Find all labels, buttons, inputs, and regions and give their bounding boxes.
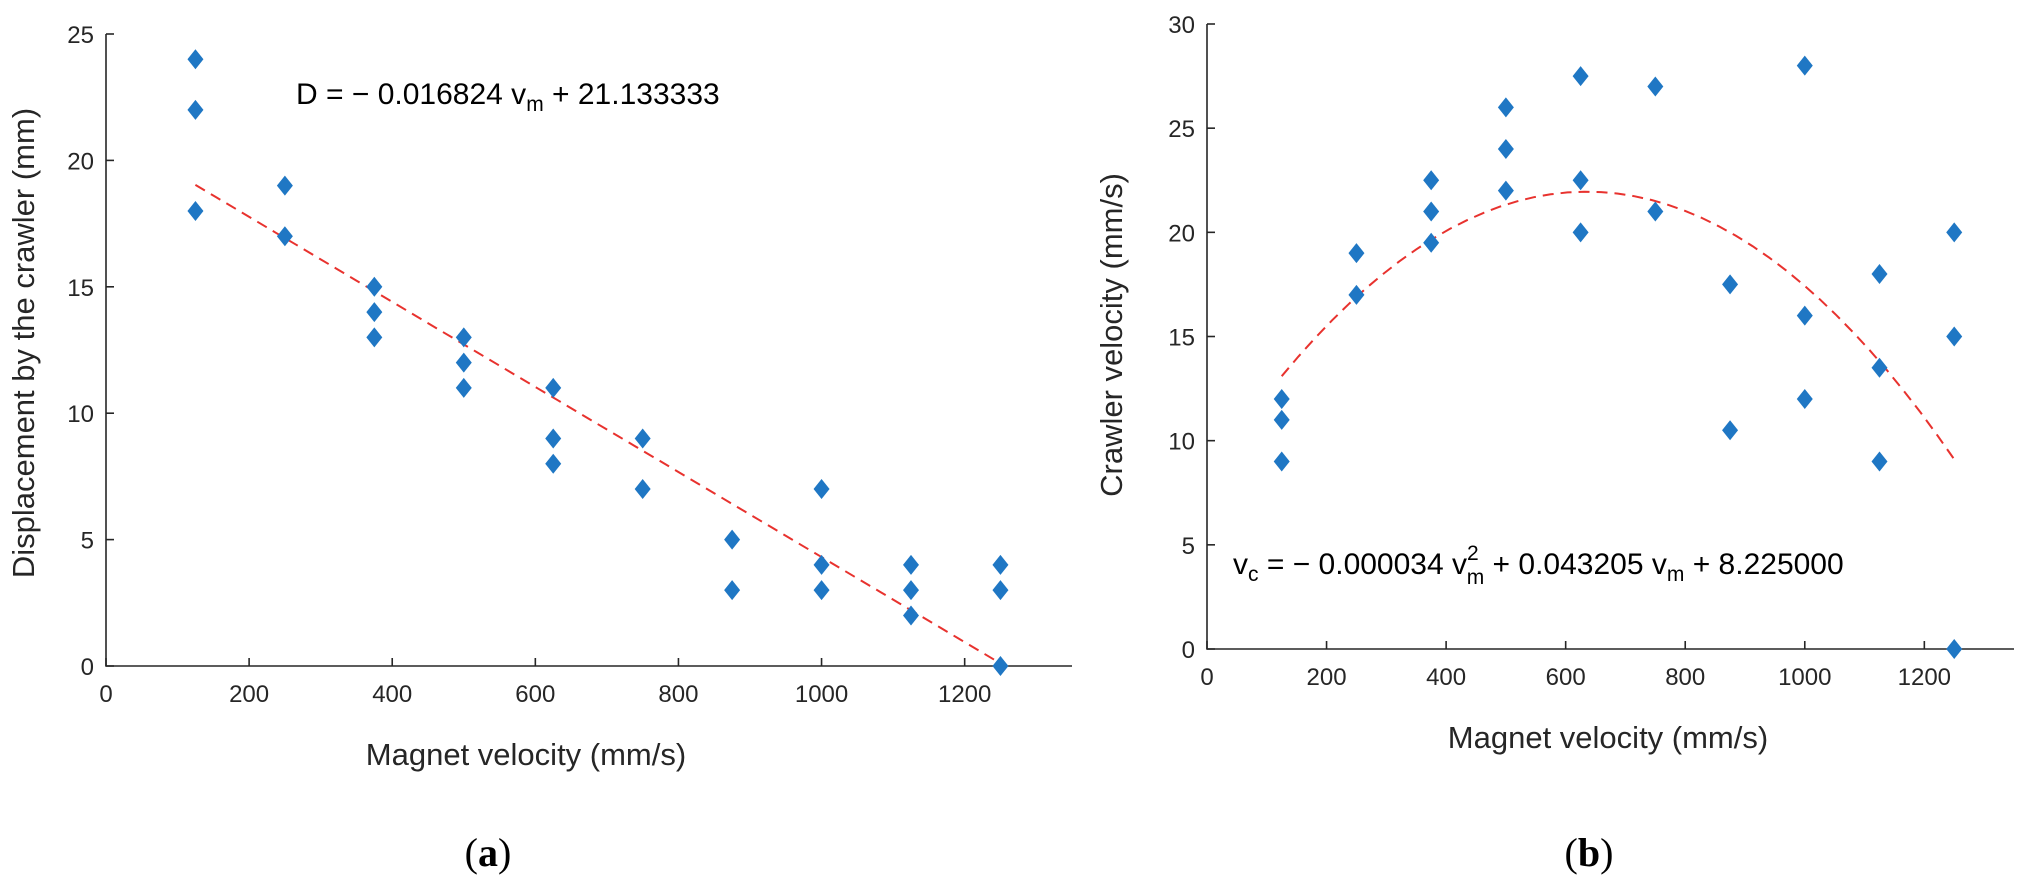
chart-a-y-tick-label: 20 — [67, 148, 94, 175]
chart-b-data-point — [1273, 409, 1290, 430]
chart-b-y-axis-label: Crawler velocity (mm/s) — [1094, 173, 1129, 497]
chart-a-data-point — [276, 175, 293, 196]
chart-b-data-point — [1796, 389, 1813, 409]
chart-a-data-point — [187, 99, 204, 120]
chart-b-data-point — [1871, 264, 1888, 284]
chart-b-x-tick-label: 600 — [1546, 664, 1586, 691]
chart-a-fit-line — [194, 184, 1001, 665]
chart-a-data-point — [366, 276, 383, 297]
chart-b-y-tick-label: 15 — [1168, 325, 1195, 352]
chart-a-data-point — [992, 554, 1009, 575]
chart-a-data-point — [903, 554, 919, 575]
chart-a-y-tick-label: 10 — [67, 401, 94, 428]
chart-b-data-point — [1273, 451, 1290, 472]
chart-a-data-point — [455, 352, 472, 373]
chart-b-data-point — [1722, 420, 1739, 441]
chart-a-data-point — [366, 302, 383, 323]
chart-a-data-point — [813, 554, 830, 575]
chart-b-marks: 0 200 400 600 800 1000 1200 0 5 10 15 20 25 30 — [1168, 12, 2014, 691]
chart-a: 0 200 400 600 800 1000 1200 0 5 10 15 20 25 Magnet v… — [6, 22, 1072, 875]
chart-a-data-point — [545, 428, 562, 449]
chart-a-marks: 0 200 400 600 800 1000 1200 0 5 10 15 20 25 — [67, 22, 1072, 708]
chart-b-data-point — [1348, 284, 1365, 305]
chart-a-x-tick-label: 0 — [99, 681, 112, 708]
chart-b-y-tick-label: 5 — [1182, 533, 1195, 560]
chart-a-y-tick-label: 0 — [81, 654, 94, 681]
chart-a-data-point — [366, 327, 383, 348]
chart-b-data-point — [1348, 243, 1365, 264]
chart-b-y-tick-label: 20 — [1168, 220, 1195, 247]
panel-label-b: (b) — [1565, 830, 1614, 875]
chart-b-data-point — [1946, 639, 1963, 659]
chart-a-data-point — [903, 605, 919, 626]
chart-b-data-point — [1273, 389, 1290, 409]
chart-b-data-point — [1796, 305, 1813, 326]
chart-a-y-tick-label: 5 — [81, 528, 94, 555]
chart-a-data-point — [187, 200, 204, 221]
chart-b-data-point — [1497, 97, 1514, 118]
panel-label-a: (a) — [465, 830, 512, 875]
chart-a-data-point — [455, 327, 472, 348]
chart-a-x-tick-label: 400 — [372, 681, 412, 708]
chart-a-x-tick-label: 600 — [515, 681, 555, 708]
chart-b-data-point — [1647, 201, 1664, 222]
chart-a-data-point — [724, 529, 741, 550]
chart-a-data-point — [634, 479, 651, 500]
chart-a-axes — [105, 34, 1072, 667]
chart-b-data-point — [1497, 139, 1514, 159]
chart-b-data-point — [1423, 170, 1440, 191]
chart-b-y-tick-label: 10 — [1168, 429, 1195, 456]
chart-b-x-tick-label: 0 — [1200, 664, 1213, 691]
chart-a-data-point — [992, 656, 1009, 676]
chart-b-data-point — [1796, 55, 1813, 76]
chart-b-x-axis-label: Magnet velocity (mm/s) — [1448, 720, 1768, 755]
chart-a-data-point — [545, 377, 562, 398]
chart-b-x-tick-label: 400 — [1426, 664, 1466, 691]
chart-b-data-point — [1647, 76, 1664, 97]
chart-b-fit-equation: vc = − 0.000034 v2 m + 0.043205 vm + 8.22… — [1233, 542, 1844, 589]
chart-a-data-point — [276, 226, 293, 247]
chart-b-y-tick-label: 25 — [1168, 116, 1195, 143]
chart-a-x-tick-label: 1000 — [795, 681, 848, 708]
chart-a-data-point — [903, 580, 919, 601]
chart-a-data-point — [634, 428, 651, 449]
chart-b-data-point — [1572, 170, 1589, 191]
chart-a-x-tick-label: 200 — [229, 681, 269, 708]
chart-a-data-point — [455, 377, 472, 398]
chart-b-y-tick-label: 0 — [1182, 637, 1195, 664]
chart-a-fit-equation: D = − 0.016824 vm + 21.133333 — [296, 78, 720, 116]
chart-b-data-point — [1871, 357, 1888, 378]
chart-a-x-tick-label: 1200 — [938, 681, 991, 708]
chart-a-data-point — [813, 580, 830, 601]
chart-a-data-point — [724, 580, 741, 601]
chart-a-x-axis-label: Magnet velocity (mm/s) — [366, 737, 686, 772]
chart-b-data-point — [1722, 274, 1739, 295]
chart-b-x-tick-label: 1200 — [1898, 664, 1951, 691]
chart-b-data-point — [1497, 180, 1514, 201]
chart-a-y-axis-label: Displacement by the crawler (mm) — [6, 108, 41, 578]
chart-a-data-point — [813, 479, 830, 500]
chart-a-data-point — [992, 580, 1009, 601]
chart-b-x-tick-label: 800 — [1665, 664, 1705, 691]
chart-b-data-point — [1423, 232, 1440, 253]
chart-b-data-point — [1423, 201, 1440, 222]
chart-a-data-point — [187, 49, 204, 70]
chart-b-fit-line — [1280, 190, 1956, 460]
chart-a-y-tick-label: 15 — [67, 275, 94, 302]
chart-b: 0 200 400 600 800 1000 1200 0 5 10 15 20 25 30 Magnet… — [1094, 12, 2014, 875]
chart-b-y-tick-label: 30 — [1168, 12, 1195, 39]
chart-b-x-tick-label: 200 — [1307, 664, 1347, 691]
chart-a-y-tick-label: 25 — [67, 22, 94, 49]
chart-a-x-tick-label: 800 — [658, 681, 698, 708]
chart-a-data-point — [545, 453, 562, 474]
chart-b-data-point — [1572, 66, 1589, 87]
chart-b-x-tick-label: 1000 — [1778, 664, 1831, 691]
chart-b-data-point — [1946, 326, 1963, 347]
chart-b-data-point — [1871, 451, 1888, 472]
chart-b-data-point — [1572, 222, 1589, 243]
chart-b-data-point — [1946, 222, 1963, 243]
